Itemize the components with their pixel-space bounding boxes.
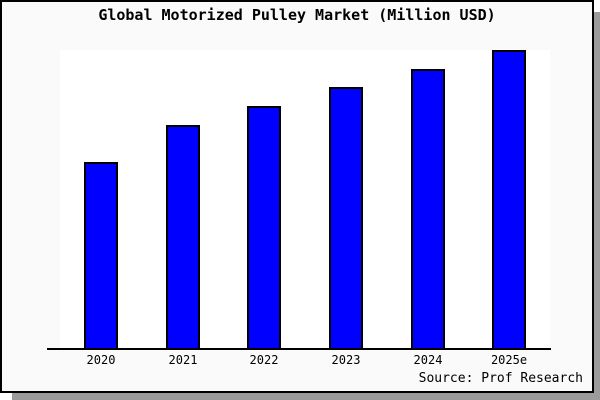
panel-shadow-right <box>594 12 600 400</box>
x-axis-label-2022: 2022 <box>249 353 279 367</box>
bar-2024 <box>411 69 445 349</box>
chart-title: Global Motorized Pulley Market (Million … <box>98 6 496 24</box>
bar-2020 <box>84 162 118 349</box>
panel-shadow-bottom <box>12 393 600 400</box>
plot-area <box>60 50 550 349</box>
bar-2025e <box>492 50 526 349</box>
x-axis-line <box>47 348 551 350</box>
bar-2021 <box>166 125 200 349</box>
source-note: Source: Prof Research <box>418 371 583 386</box>
bar-2023 <box>329 87 363 349</box>
bar-2022 <box>247 106 281 349</box>
x-axis-label-2021: 2021 <box>168 353 198 367</box>
x-axis-label-2020: 2020 <box>86 353 116 367</box>
x-axis-label-2024: 2024 <box>413 353 443 367</box>
x-axis-label-2025e: 2025e <box>490 353 528 367</box>
x-axis-label-2023: 2023 <box>331 353 361 367</box>
